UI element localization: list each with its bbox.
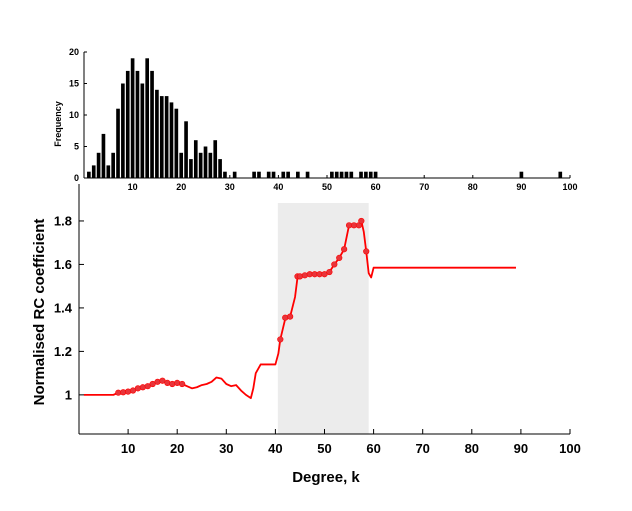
data-point-marker (331, 261, 338, 268)
histogram-bar (305, 171, 310, 178)
line-x-axis-label: Degree, k (292, 469, 360, 486)
line-x-tick-label: 10 (121, 441, 135, 456)
line-x-tick-label: 50 (317, 441, 331, 456)
highlight-region (277, 203, 369, 434)
histogram-bar (91, 165, 96, 178)
histogram-bar (87, 171, 91, 178)
data-point-marker (179, 380, 186, 388)
line-x-tick-label: 30 (219, 441, 233, 456)
histogram-bar (349, 171, 354, 178)
histogram-bar (184, 121, 188, 178)
histogram-bar (135, 70, 140, 178)
line-y-tick-label: 1.2 (54, 344, 72, 359)
histogram-bar (252, 171, 256, 178)
histogram-bar (169, 102, 174, 178)
histogram-bar (121, 83, 125, 178)
histogram-bar (281, 171, 286, 178)
histogram-bar (213, 140, 218, 178)
hist-x-tick-label: 100 (562, 182, 577, 192)
histogram-bar (339, 171, 344, 178)
line-x-tick-label: 100 (559, 441, 581, 456)
histogram-bar (286, 171, 290, 178)
histogram-bar (174, 108, 179, 178)
line-y-tick-label: 1.6 (54, 257, 72, 272)
hist-x-tick-label: 70 (419, 182, 429, 192)
hist-x-tick-label: 10 (128, 182, 138, 192)
hist-x-tick-label: 40 (273, 182, 283, 192)
histogram-bar (266, 171, 271, 178)
line-x-tick-label: 40 (268, 441, 282, 456)
histogram-bar (159, 96, 164, 178)
line-y-axis-label: Normalised RC coefficient (31, 219, 48, 406)
data-point-marker (336, 254, 343, 262)
hist-x-tick-label: 80 (468, 182, 478, 192)
histogram-bar (271, 171, 276, 178)
hist-x-tick-label: 50 (322, 182, 332, 192)
hist-y-tick-label: 20 (69, 47, 79, 57)
line-y-tick-label: 1.8 (54, 213, 72, 228)
hist-x-tick-label: 30 (225, 182, 235, 192)
histogram-bar (334, 171, 339, 178)
line-x-tick-label: 80 (465, 441, 479, 456)
histogram-bar (373, 171, 378, 178)
hist-y-tick-label: 10 (69, 110, 79, 120)
histogram-bar (155, 89, 159, 178)
histogram-bar (116, 108, 120, 178)
histogram-bar (145, 58, 150, 178)
line-y-tick-label: 1.4 (54, 300, 73, 315)
histogram-bar (368, 171, 373, 178)
histogram-bar (125, 70, 130, 178)
histogram-bar (193, 140, 198, 178)
line-y-tick-label: 1 (65, 387, 72, 402)
histogram-bar (232, 171, 237, 178)
histogram-bar (218, 159, 222, 178)
histogram-bar (344, 171, 349, 178)
data-point-marker (287, 313, 294, 320)
histogram-bar (96, 152, 101, 178)
frequency-histogram: Frequency 10 20 30 40 50 60 70 80 90 100 0 5 10 15 20 (53, 47, 578, 192)
line-x-tick-label: 20 (170, 441, 184, 456)
hist-y-tick-label: 15 (69, 79, 79, 89)
histogram-bar (179, 152, 184, 178)
histogram-bar (101, 133, 106, 178)
hist-x-tick-label: 20 (176, 182, 186, 192)
histogram-bar (198, 152, 203, 178)
histogram-bar (111, 152, 115, 178)
data-point-marker (277, 336, 284, 343)
hist-y-tick-label: 0 (74, 173, 79, 183)
histogram-bar (296, 171, 300, 178)
histogram-bar (150, 70, 154, 178)
hist-x-tick-label: 90 (516, 182, 526, 192)
histogram-bar (330, 171, 334, 178)
line-x-tick-label: 90 (514, 441, 528, 456)
histogram-bar (257, 171, 261, 178)
histogram-bar (164, 96, 169, 178)
histogram-bar (106, 165, 111, 178)
hist-y-axis-label: Frequency (53, 101, 63, 147)
histogram-bar (364, 171, 368, 178)
histogram-bar (223, 171, 227, 178)
histogram-bar (189, 159, 193, 178)
histogram-bar (208, 152, 213, 178)
histogram-bar (203, 146, 208, 178)
data-point-marker (341, 246, 348, 253)
histogram-bar (130, 58, 135, 178)
data-point-marker (358, 217, 365, 225)
data-point-marker (363, 248, 370, 255)
histogram-bar (519, 171, 524, 178)
hist-y-tick-label: 5 (74, 142, 79, 152)
line-x-tick-label: 60 (366, 441, 380, 456)
histogram-bar (359, 171, 363, 178)
histogram-bar (558, 171, 563, 178)
hist-x-tick-label: 60 (371, 182, 381, 192)
line-x-tick-label: 70 (415, 441, 429, 456)
histogram-bar (140, 83, 145, 178)
data-point-marker (326, 268, 333, 276)
rc-coefficient-chart: Degree, k Normalised RC coefficient 10 20… (31, 184, 581, 486)
